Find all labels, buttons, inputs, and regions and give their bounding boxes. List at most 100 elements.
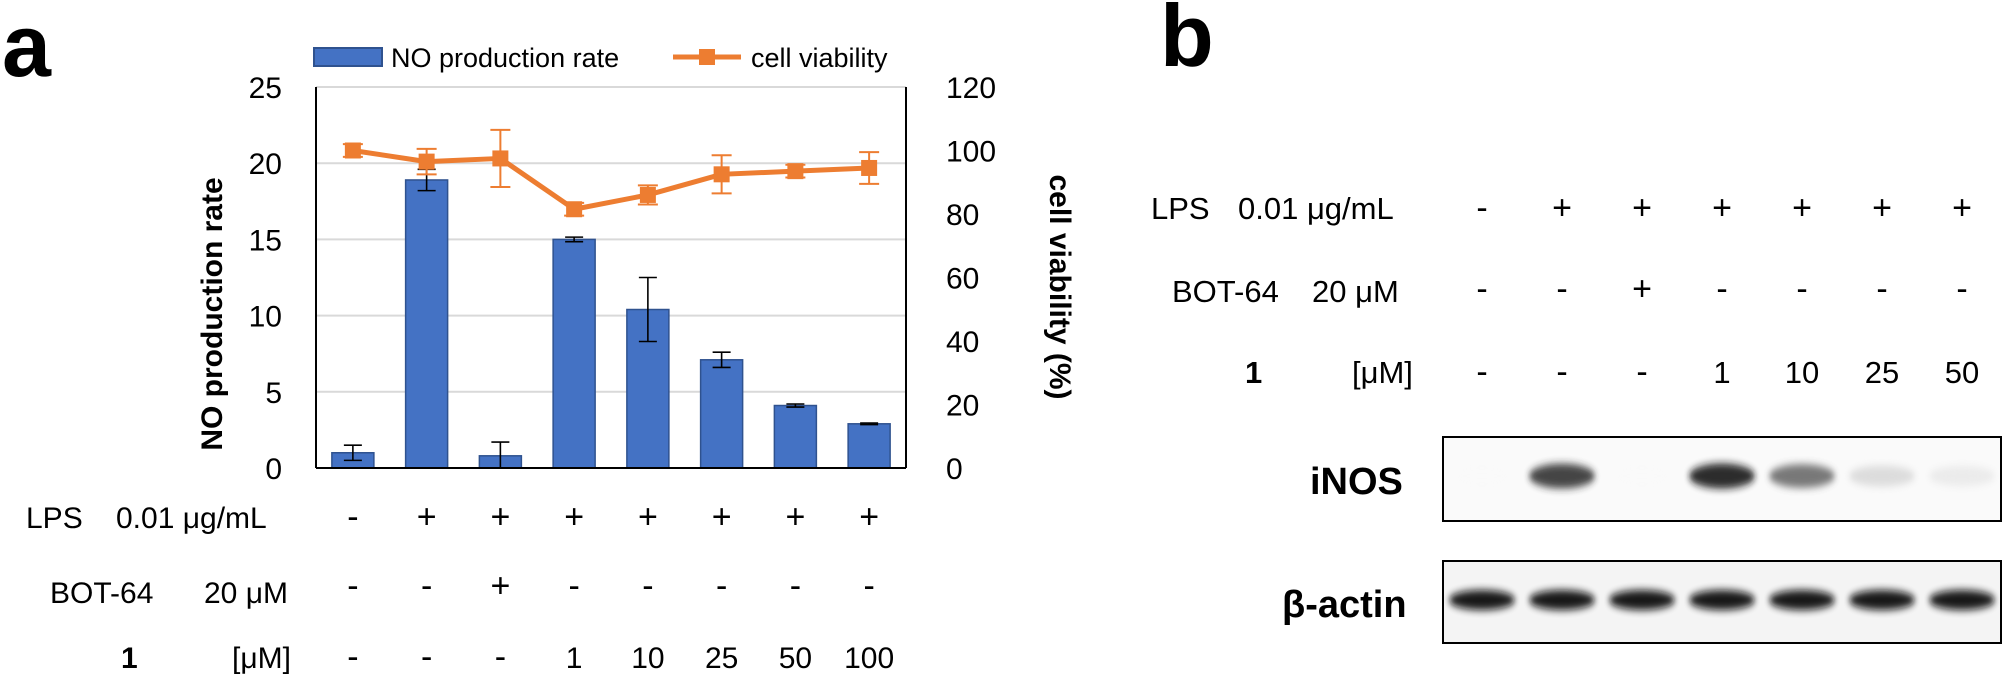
line-marker — [344, 142, 361, 159]
condition-value: - — [347, 498, 358, 536]
line-marker — [639, 186, 656, 203]
wb-condition-value: - — [1956, 270, 1967, 308]
condition-table-a: LPS 0.01 μg/mL BOT-64 20 μM 1 [μM] - + + + +… — [26, 498, 894, 676]
condition-value: + — [638, 498, 658, 536]
wb-condition-value: 1 — [1713, 355, 1730, 390]
gridlines — [316, 86, 906, 393]
condition-value: + — [490, 567, 510, 605]
wb-cond-label-lps: LPS — [1151, 191, 1210, 226]
y2-tick-label: 60 — [946, 263, 979, 296]
condition-value: - — [421, 567, 432, 605]
condition-value: 50 — [779, 642, 812, 675]
blot-band — [1609, 590, 1675, 610]
line-marker — [861, 159, 878, 176]
legend-label-line: cell viability — [751, 43, 888, 73]
line-marker — [787, 163, 804, 180]
cond-label-compound: 1 — [121, 642, 138, 675]
wb-condition-value: + — [1632, 189, 1652, 227]
condition-value: + — [564, 498, 584, 536]
blot-band — [1689, 463, 1755, 489]
y-tick-label: 15 — [249, 224, 282, 257]
condition-value: - — [421, 638, 432, 676]
cond-label-lps: LPS — [26, 502, 83, 535]
condition-value: - — [568, 567, 579, 605]
condition-value: + — [417, 498, 437, 536]
wb-cond-label-bot64: BOT-64 — [1172, 274, 1279, 309]
y-tick-label: 25 — [249, 72, 282, 105]
condition-value: + — [490, 498, 510, 536]
bar — [847, 423, 891, 469]
wb-condition-value: + — [1712, 189, 1732, 227]
wb-cond-unit-compound: [μM] — [1352, 355, 1413, 390]
bands-inos — [1449, 463, 1995, 489]
line-marker — [492, 150, 509, 167]
wb-condition-value: + — [1632, 270, 1652, 308]
condition-table-b: LPS 0.01 μg/mL BOT-64 20 μM 1 [μM] - + + + +… — [1151, 189, 1979, 391]
condition-value: - — [716, 567, 727, 605]
wb-condition-value: + — [1792, 189, 1812, 227]
cond-unit-compound: [μM] — [232, 642, 291, 675]
y2-axis-title: cell viability (%) — [1043, 174, 1076, 399]
cond-unit-lps: 0.01 μg/mL — [116, 502, 267, 535]
blot-band — [1449, 590, 1515, 610]
condition-value: - — [347, 638, 358, 676]
wb-condition-value: - — [1796, 270, 1807, 308]
wb-condition-value: + — [1952, 189, 1972, 227]
y2-tick-label: 0 — [946, 453, 963, 486]
blot-band — [1689, 590, 1755, 610]
condition-values-b: - + + + + + + - - + - - - - - - - 1 10 25 50 — [1476, 189, 1979, 391]
line-marker — [566, 201, 583, 218]
legend-swatch-bar — [313, 47, 383, 67]
viability-line — [352, 148, 870, 212]
wb-cond-unit-bot64: 20 μM — [1312, 274, 1399, 309]
blot-band — [1849, 590, 1915, 610]
wb-condition-value: - — [1716, 270, 1727, 308]
blot-band — [1529, 463, 1595, 489]
wb-condition-value: + — [1552, 189, 1572, 227]
blot-label-actin: β-actin — [1282, 584, 1407, 626]
blot-band — [1529, 590, 1595, 610]
bar-line-chart: 0 5 10 15 20 25 0 20 40 60 80 100 120 NO production … — [26, 43, 1076, 676]
condition-value: - — [863, 567, 874, 605]
y2-tick-label: 100 — [946, 136, 996, 169]
panel-letter-a: a — [2, 0, 52, 95]
y-tick-label: 10 — [249, 301, 282, 334]
condition-value: - — [495, 638, 506, 676]
line-marker — [418, 153, 435, 170]
blot-band — [1929, 590, 1995, 610]
tick-labels: 0 5 10 15 20 25 0 20 40 60 80 100 120 — [249, 72, 996, 486]
wb-condition-value: - — [1476, 189, 1487, 227]
y-tick-label: 20 — [249, 148, 282, 181]
bar — [699, 359, 744, 469]
line-series — [342, 128, 880, 218]
wb-condition-value: - — [1636, 353, 1647, 391]
y2-tick-label: 20 — [946, 390, 979, 423]
panel-letter-b: b — [1160, 0, 1214, 85]
legend: NO production rate cell viability — [313, 43, 888, 73]
blot-band — [1769, 590, 1835, 610]
blot-band — [1449, 466, 1515, 486]
y2-tick-label: 40 — [946, 326, 979, 359]
condition-value: 25 — [705, 642, 738, 675]
wb-condition-value: 10 — [1785, 355, 1819, 390]
condition-value: 10 — [631, 642, 664, 675]
blot-band — [1609, 466, 1675, 486]
blot-label-inos: iNOS — [1310, 461, 1403, 503]
wb-condition-value: - — [1556, 353, 1567, 391]
western-blot-panel: LPS 0.01 μg/mL BOT-64 20 μM 1 [μM] - + + + +… — [1151, 189, 2002, 644]
wb-cond-unit-lps: 0.01 μg/mL — [1238, 191, 1394, 226]
cond-unit-bot64: 20 μM — [204, 577, 288, 610]
cond-label-bot64: BOT-64 — [50, 577, 153, 610]
y2-tick-label: 120 — [946, 72, 996, 105]
bands-actin — [1449, 590, 1995, 610]
condition-value: + — [859, 498, 879, 536]
bar — [552, 238, 596, 469]
wb-condition-value: - — [1876, 270, 1887, 308]
blot-band — [1849, 465, 1915, 487]
legend-label-bar: NO production rate — [391, 43, 619, 73]
condition-value: + — [712, 498, 732, 536]
condition-value: + — [785, 498, 805, 536]
blot-band — [1769, 464, 1835, 488]
y-tick-label: 0 — [265, 453, 282, 486]
